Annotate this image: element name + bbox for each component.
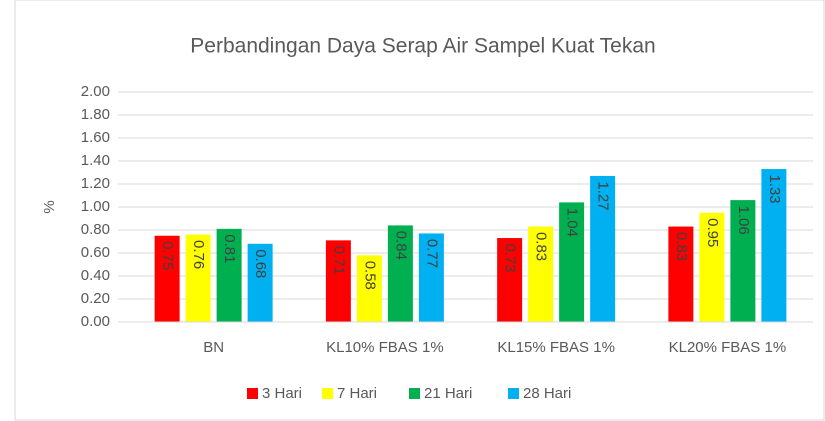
bar bbox=[387, 225, 413, 322]
y-tick-label: 1.40 bbox=[81, 152, 110, 169]
bar bbox=[325, 240, 351, 322]
data-label: 0.71 bbox=[330, 246, 347, 275]
legend-label: 3 Hari bbox=[262, 385, 302, 402]
bar bbox=[668, 226, 694, 322]
bar bbox=[418, 233, 444, 322]
legend-swatch bbox=[247, 388, 258, 399]
y-tick-label: 0.80 bbox=[81, 221, 110, 238]
legend-swatch bbox=[508, 388, 519, 399]
legend-label: 28 Hari bbox=[523, 385, 571, 402]
bar bbox=[528, 226, 554, 322]
legend-label: 21 Hari bbox=[424, 385, 472, 402]
x-tick-label: BN bbox=[203, 339, 224, 356]
y-tick-label: 0.60 bbox=[81, 244, 110, 261]
data-label: 0.84 bbox=[392, 231, 409, 260]
data-label: 0.83 bbox=[533, 232, 550, 261]
y-tick-label: 1.00 bbox=[81, 198, 110, 215]
y-tick-label: 0.20 bbox=[81, 290, 110, 307]
y-axis-label: % bbox=[41, 200, 58, 213]
data-label: 0.81 bbox=[221, 234, 238, 263]
data-label: 0.77 bbox=[423, 239, 440, 268]
legend-swatch bbox=[409, 388, 420, 399]
data-label: 0.83 bbox=[673, 232, 690, 261]
data-label: 0.75 bbox=[159, 241, 176, 270]
bar bbox=[699, 212, 725, 322]
bar bbox=[356, 255, 382, 322]
data-label: 0.73 bbox=[502, 243, 519, 272]
bar bbox=[154, 235, 180, 322]
bar bbox=[497, 238, 523, 322]
data-label: 1.33 bbox=[766, 174, 783, 203]
y-tick-label: 1.20 bbox=[81, 175, 110, 192]
chart-title: Perbandingan Daya Serap Air Sampel Kuat … bbox=[190, 35, 655, 58]
bar bbox=[185, 234, 211, 322]
x-tick-label: KL20% FBAS 1% bbox=[669, 339, 787, 356]
bar bbox=[559, 202, 585, 322]
y-tick-label: 1.60 bbox=[81, 129, 110, 146]
legend-swatch bbox=[322, 388, 333, 399]
data-label: 1.06 bbox=[735, 205, 752, 234]
y-tick-label: 1.80 bbox=[81, 106, 110, 123]
chart-frame bbox=[14, 0, 825, 421]
x-tick-label: KL10% FBAS 1% bbox=[326, 339, 444, 356]
data-label: 0.68 bbox=[252, 249, 269, 278]
y-tick-label: 0.40 bbox=[81, 267, 110, 284]
data-label: 1.04 bbox=[564, 208, 581, 237]
bar bbox=[730, 200, 756, 322]
data-label: 1.27 bbox=[595, 181, 612, 210]
bar bbox=[216, 228, 242, 322]
y-tick-label: 2.00 bbox=[81, 83, 110, 100]
bar bbox=[761, 169, 787, 322]
legend-label: 7 Hari bbox=[337, 385, 377, 402]
data-label: 0.58 bbox=[361, 261, 378, 290]
data-label: 0.95 bbox=[704, 218, 721, 247]
y-tick-label: 0.00 bbox=[81, 313, 110, 330]
bar bbox=[247, 243, 273, 322]
bar bbox=[590, 175, 616, 322]
x-tick-label: KL15% FBAS 1% bbox=[497, 339, 615, 356]
data-label: 0.76 bbox=[190, 240, 207, 269]
